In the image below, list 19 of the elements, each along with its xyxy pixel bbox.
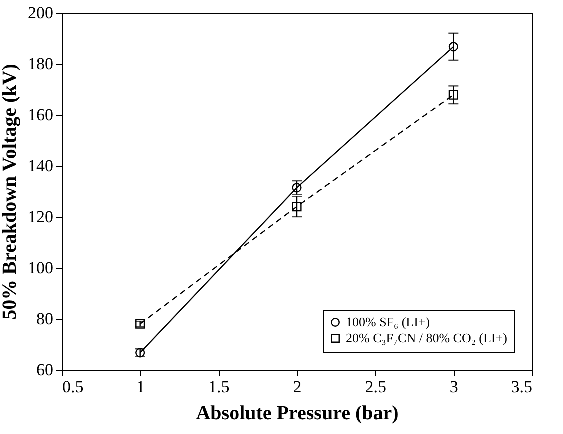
x-tick-label: 1: [136, 378, 146, 396]
y-tick-label: 160: [28, 106, 54, 124]
x-tick-label: 2: [293, 378, 302, 396]
y-axis-title: 50% Breakdown Voltage (kV): [0, 64, 21, 320]
y-tick-label: 200: [28, 4, 54, 22]
x-tick-label: 0.5: [62, 378, 84, 396]
x-tick-label: 3: [450, 378, 458, 396]
x-tick-label: 1.5: [208, 378, 230, 396]
x-tick-label: 3.5: [511, 378, 532, 396]
y-tick-label: 60: [36, 360, 54, 380]
y-tick-label: 100: [28, 258, 54, 278]
y-tick-label: 180: [28, 54, 54, 74]
x-axis-title: Absolute Pressure (bar): [196, 402, 399, 424]
legend-label: 100% SF₆ (LI+): [346, 314, 430, 330]
y-tick-label: 80: [36, 310, 54, 328]
y-tick-label: 140: [28, 156, 54, 176]
y-tick-label: 120: [28, 208, 54, 226]
x-tick-label: 2.5: [365, 378, 386, 396]
legend-label: 20% C₃F₇CN / 80% CO₂ (LI+): [346, 330, 508, 346]
